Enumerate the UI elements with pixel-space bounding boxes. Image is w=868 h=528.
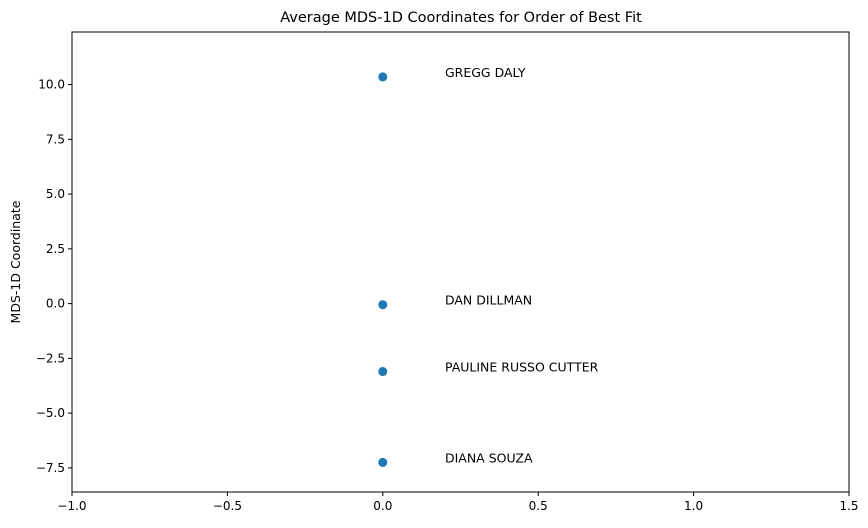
x-tick-label: 1.0 bbox=[684, 499, 703, 513]
x-tick-label: 0.0 bbox=[373, 499, 392, 513]
point-labels: GREGG DALY DAN DILLMAN PAULINE RUSSO CUTTE… bbox=[445, 65, 599, 466]
y-axis-label: MDS-1D Coordinate bbox=[8, 200, 23, 323]
x-tick-label: 0.5 bbox=[529, 499, 548, 513]
chart-title: Average MDS-1D Coordinates for Order of … bbox=[280, 10, 642, 26]
data-point bbox=[378, 457, 388, 467]
data-point bbox=[378, 300, 388, 310]
data-points bbox=[378, 72, 388, 467]
y-tick-label: −5.0 bbox=[36, 406, 65, 420]
x-tick-label: 1.5 bbox=[839, 499, 858, 513]
y-tick-label: −7.5 bbox=[36, 461, 65, 475]
data-point bbox=[378, 72, 388, 82]
y-axis: −7.5 −5.0 −2.5 0.0 2.5 5.0 7.5 10.0 bbox=[36, 78, 72, 475]
point-label: PAULINE RUSSO CUTTER bbox=[445, 360, 599, 375]
y-tick-label: 2.5 bbox=[46, 242, 65, 256]
y-tick-label: 0.0 bbox=[46, 297, 65, 311]
y-tick-label: 7.5 bbox=[46, 132, 65, 146]
plot-area-frame bbox=[71, 31, 850, 493]
point-label: DIANA SOUZA bbox=[445, 450, 533, 465]
y-tick-label: 5.0 bbox=[46, 187, 65, 201]
x-tick-label: −1.0 bbox=[57, 499, 86, 513]
x-axis: −1.0 −0.5 0.0 0.5 1.0 1.5 bbox=[57, 492, 859, 513]
y-tick-label: −2.5 bbox=[36, 351, 65, 365]
data-point bbox=[378, 367, 388, 377]
y-tick-label: 10.0 bbox=[38, 78, 65, 92]
x-tick-label: −0.5 bbox=[213, 499, 242, 513]
point-label: DAN DILLMAN bbox=[445, 293, 532, 308]
point-label: GREGG DALY bbox=[445, 65, 526, 80]
